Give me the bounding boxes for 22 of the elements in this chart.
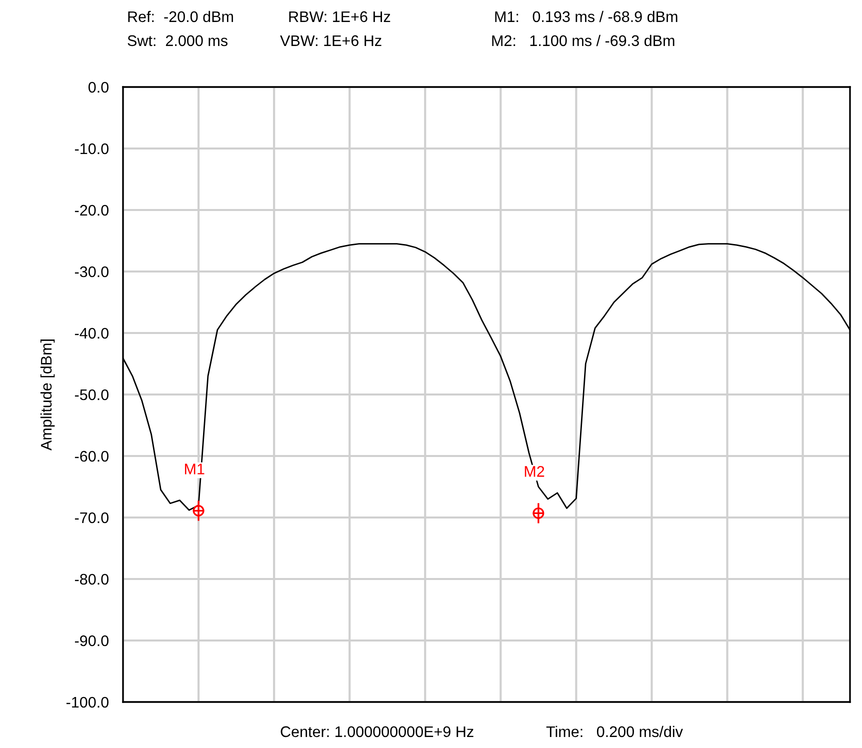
y-tick-label: -60.0: [74, 450, 109, 462]
text: Center: 1.000000000E+9 Hz: [280, 726, 474, 738]
y-tick-label: -100.0: [66, 696, 109, 708]
y-axis-title: Amplitude [dBm]: [40, 340, 55, 451]
text: M1: [185, 464, 204, 474]
y-tick-label: -20.0: [74, 204, 109, 216]
text: Time: 0.200 ms/div: [546, 726, 683, 738]
text: M1: 0.193 ms / -68.9 dBm: [495, 10, 678, 22]
text: M2: 1.100 ms / -69.3 dBm: [492, 34, 674, 46]
text: M2: [524, 466, 544, 477]
y-tick-label: -80.0: [74, 574, 109, 585]
y-tick-label: -50.0: [74, 389, 109, 400]
y-tick-label: -10.0: [74, 143, 109, 154]
text: VBW: 1E+6 Hz: [280, 35, 382, 46]
y-tick-label: -40.0: [74, 328, 109, 339]
text: Swt: 2.000 ms: [128, 35, 228, 46]
y-tick-label: -70.0: [74, 512, 109, 524]
y-tick-label: -30.0: [74, 266, 109, 278]
text: RBW: 1E+6 Hz: [289, 11, 390, 22]
y-tick-label: 0.0: [88, 82, 109, 93]
text: Ref: -20.0 dBm: [128, 10, 233, 22]
y-tick-label: -90.0: [74, 635, 109, 646]
